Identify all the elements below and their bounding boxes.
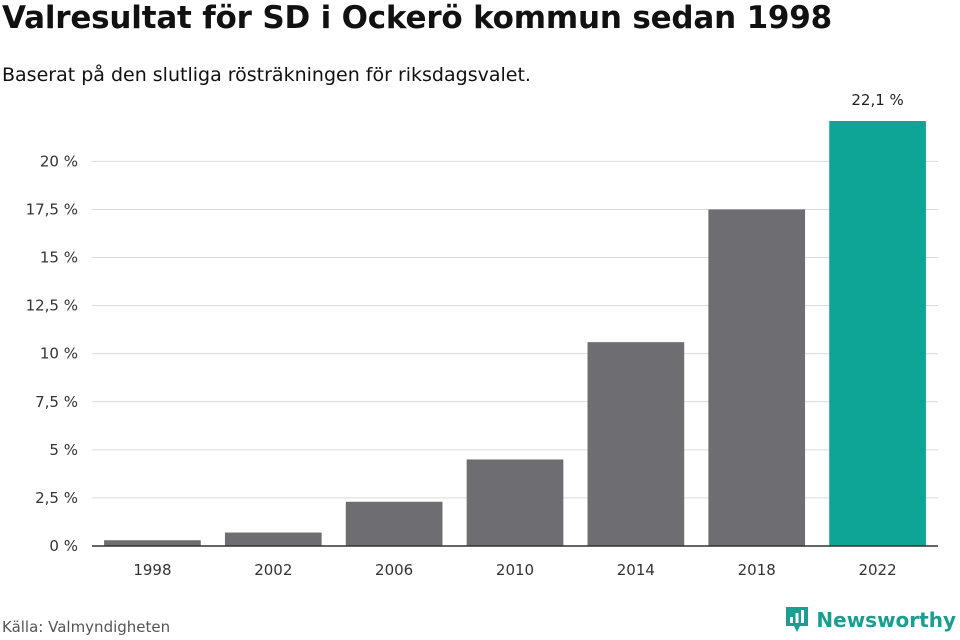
y-tick-label: 0 % bbox=[49, 537, 78, 555]
bar-2022 bbox=[829, 121, 926, 546]
y-tick-label: 5 % bbox=[49, 441, 78, 459]
y-tick-label: 20 % bbox=[40, 152, 78, 170]
y-tick-label: 15 % bbox=[40, 249, 78, 267]
bar-2014 bbox=[587, 342, 685, 546]
newsworthy-logo-icon bbox=[786, 607, 809, 632]
y-tick-label: 7,5 % bbox=[35, 393, 78, 411]
source-note: Källa: Valmyndigheten bbox=[2, 618, 171, 636]
y-tick-label: 17,5 % bbox=[26, 200, 78, 218]
x-tick-label: 2018 bbox=[738, 561, 776, 579]
y-tick-label: 10 % bbox=[40, 345, 78, 363]
y-tick-label: 2,5 % bbox=[35, 489, 78, 507]
chart-subtitle: Baserat på den slutliga rösträkningen fö… bbox=[2, 64, 531, 86]
x-tick-label: 2010 bbox=[496, 561, 534, 579]
bar-2018 bbox=[708, 209, 806, 546]
x-tick-label: 2002 bbox=[254, 561, 292, 579]
x-tick-label: 1998 bbox=[133, 561, 171, 579]
chart-title: Valresultat för SD i Ockerö kommun sedan… bbox=[2, 0, 833, 36]
bar-1998 bbox=[104, 540, 201, 546]
x-tick-label: 2006 bbox=[375, 561, 413, 579]
brand-name: Newsworthy bbox=[816, 608, 956, 632]
x-tick-label: 2022 bbox=[858, 561, 896, 579]
bar-2010 bbox=[466, 459, 564, 546]
x-tick-label: 2014 bbox=[617, 561, 655, 579]
y-tick-label: 12,5 % bbox=[26, 297, 78, 315]
bar-2006 bbox=[345, 501, 443, 546]
bar-2002 bbox=[224, 532, 322, 546]
data-label: 22,1 % bbox=[851, 91, 903, 109]
brand: Newsworthy bbox=[784, 606, 956, 634]
